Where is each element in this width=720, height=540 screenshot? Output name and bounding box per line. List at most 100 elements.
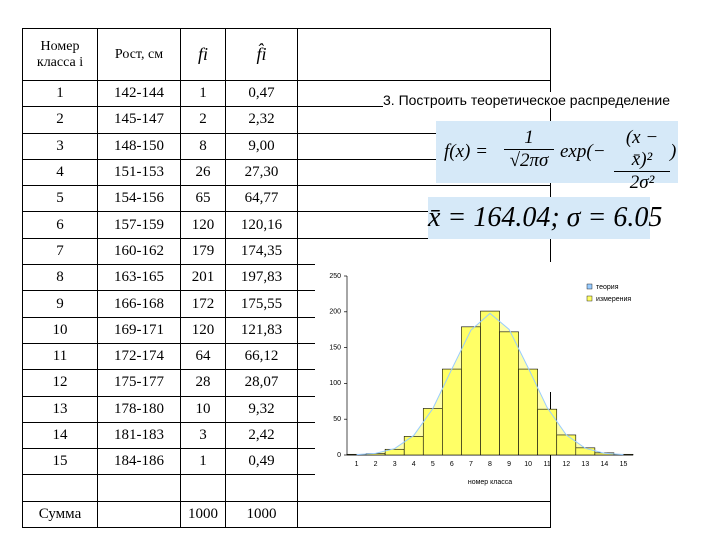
table-cell: 10 [22,316,98,344]
table-cell: 0,49 [225,448,298,476]
table-row: 7 160-162 179 174,35 [22,237,551,266]
x-tick-label: 5 [431,461,435,468]
table-cell: 13 [22,395,98,423]
table-cell: 151-153 [97,158,181,187]
x-tick-label: 7 [469,461,473,468]
table-cell: 1000 [225,500,298,529]
y-tick-label: 250 [329,273,341,280]
table-cell: 181-183 [97,421,181,450]
table-cell: Номер класса i [22,28,98,81]
y-tick-label: 0 [337,452,341,459]
table-cell: 26 [180,158,226,187]
table-cell: 154-156 [97,185,181,213]
bar [403,436,424,456]
table-cell: 1 [180,448,226,476]
table-cell: 120 [180,211,226,239]
data-table: Номер класса i Рост, см fi f̂i 1 142-144 1 0,47… [22,28,551,529]
x-tick-label: 13 [581,461,589,468]
bar [499,331,519,456]
formula-close: ) [670,141,677,162]
table-cell: 169-171 [97,316,181,344]
table-cell: 5 [22,185,98,213]
table-cell: 2,32 [225,106,298,134]
table-cell: 2 [180,106,226,134]
table-cell: 8 [180,132,226,160]
table-cell: 1000 [180,500,226,529]
table-body: Номер класса i Рост, см fi f̂i 1 142-144 1 0,47… [22,28,551,529]
table-row: Сумма 1000 1000 [22,500,551,529]
table-cell: 120 [180,316,226,344]
table-cell: 6 [22,211,98,239]
numerator: (x − x̄)² [614,127,670,172]
table-cell: 64,77 [225,185,298,213]
x-tick-label: 9 [507,461,511,468]
table-cell: 175,55 [225,290,298,318]
table-cell: 3 [22,132,98,160]
table-cell: 197,83 [225,264,298,292]
table-cell: 163-165 [97,264,181,292]
table-cell: 11 [22,342,98,371]
chart-bg [550,262,645,392]
table-cell: 14 [22,421,98,450]
empty-cell [180,474,226,502]
x-tick-label: 10 [524,461,532,468]
table-cell: 184-186 [97,448,181,476]
formula-lhs: f(x) = [444,141,488,162]
table-cell: 172 [180,290,226,318]
table-cell: 7 [22,237,98,266]
table-cell: 2 [22,106,98,134]
table-cell: 121,83 [225,316,298,344]
x-tick-label: 14 [601,461,609,468]
table-cell: 15 [22,448,98,476]
bar [537,408,558,456]
table-cell: 27,30 [225,158,298,187]
table-cell: Рост, см [97,28,181,81]
denominator: √2πσ [509,150,549,171]
table-cell: 145-147 [97,106,181,134]
legend-swatch [586,295,593,302]
formula-exp: exp(− [560,141,606,162]
bar [480,310,500,456]
legend-swatch [586,283,593,290]
table-cell: 179 [180,237,226,266]
table-cell: 166-168 [97,290,181,318]
table-cell: 120,16 [225,211,298,239]
empty-cell [297,28,551,81]
parameters: x̄ = 164.04; σ = 6.05 [428,197,662,239]
table-cell: 9,00 [225,132,298,160]
x-tick-label: 11 [544,461,551,468]
table-cell: 28,07 [225,369,298,397]
table-cell: 3 [180,421,226,450]
table-cell: 1 [22,79,98,108]
table-cell: 9,32 [225,395,298,423]
numerator: 1 [504,127,554,150]
x-tick-label: 4 [412,461,416,468]
table-cell: 66,12 [225,342,298,371]
table-cell: 4 [22,158,98,187]
bar [575,447,596,456]
bar [556,434,577,456]
table-cell: 12 [22,369,98,397]
table-cell: fi [180,28,226,81]
table-cell: 2,42 [225,421,298,450]
legend-label: измерения [596,296,631,303]
theory-line [356,312,624,456]
empty-cell [297,500,551,529]
table-cell: Сумма [22,500,98,529]
empty-cell [22,474,98,502]
x-tick-label: 6 [450,461,454,468]
empty-cell [97,474,181,502]
empty-cell [97,500,181,529]
x-tick-label: 2 [374,461,378,468]
x-axis-label: номер класса [468,479,512,486]
legend-label: теория [596,284,619,291]
table-cell: 10 [180,395,226,423]
table-cell: 172-174 [97,342,181,371]
y-tick-label: 200 [329,309,341,316]
y-tick-label: 100 [329,380,341,387]
fraction: (x − x̄)² 2σ² [614,127,670,194]
empty-cell [297,237,551,266]
x-tick-label: 1 [355,461,359,468]
table-cell: 174,35 [225,237,298,266]
